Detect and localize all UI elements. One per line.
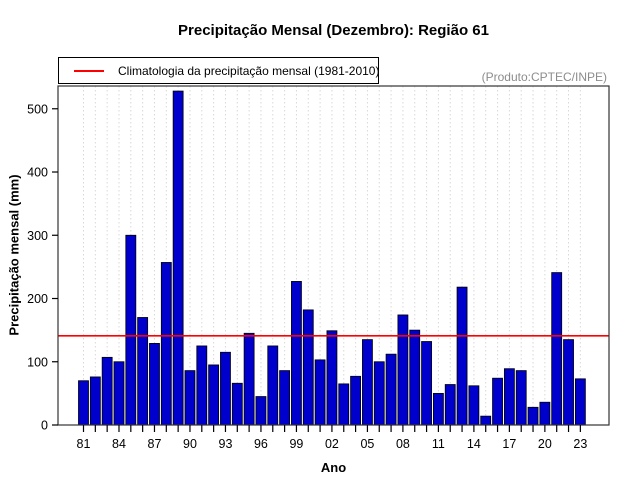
bar-2017	[503, 368, 515, 426]
x-tick-label: 96	[254, 437, 268, 451]
y-tick-label: 500	[27, 102, 48, 116]
bar-1987	[149, 343, 160, 426]
bar-2008	[397, 314, 409, 426]
bar-2011	[432, 392, 444, 426]
bar-2021	[551, 272, 563, 426]
bar-2010	[421, 341, 432, 426]
x-tick-label: 93	[219, 437, 233, 451]
bar-2000	[302, 309, 314, 426]
bar-2014	[468, 385, 480, 426]
x-tick-label: 11	[432, 437, 445, 451]
bar-1991	[196, 345, 208, 426]
bar-2022	[563, 339, 574, 426]
bar-1992	[208, 364, 220, 426]
bar-2004	[350, 375, 361, 426]
y-tick-label: 100	[27, 355, 48, 369]
bar-2019	[527, 406, 539, 426]
x-tick-label: 23	[573, 437, 587, 451]
x-tick-label: 02	[325, 437, 339, 451]
bar-1995	[243, 332, 255, 426]
bar-1990	[184, 370, 196, 426]
bar-1993	[220, 351, 231, 426]
bar-2012	[444, 384, 456, 426]
climatology-line-sample	[74, 69, 104, 72]
bar-1988	[160, 262, 172, 426]
bar-1989	[172, 90, 184, 426]
y-tick-label: 200	[27, 292, 48, 306]
y-tick-label: 400	[27, 166, 48, 180]
x-tick-label: 14	[467, 437, 481, 451]
bar-2003	[338, 383, 350, 426]
x-tick-label: 81	[77, 437, 91, 451]
bar-2005	[362, 339, 373, 426]
bar-1986	[137, 317, 149, 426]
x-tick-label: 87	[148, 437, 162, 451]
bar-2007	[385, 353, 397, 426]
bar-2018	[515, 370, 527, 426]
bar-2001	[314, 359, 326, 426]
legend-box: Climatologia da precipitação mensal (198…	[58, 57, 379, 84]
bar-1998	[279, 370, 291, 426]
bar-1994	[231, 382, 243, 426]
bar-1999	[291, 281, 302, 426]
bar-2009	[409, 329, 421, 426]
bar-2020	[539, 401, 551, 426]
bar-1985	[125, 234, 137, 426]
bar-2006	[373, 361, 385, 426]
bar-2016	[492, 377, 503, 426]
y-tick-label: 300	[27, 229, 48, 243]
bar-1996	[255, 396, 267, 426]
x-tick-label: 99	[289, 437, 303, 451]
x-axis-title: Ano	[320, 460, 347, 475]
x-tick-label: 05	[360, 437, 374, 451]
chart-title: Precipitação Mensal (Dezembro): Região 6…	[178, 22, 489, 39]
x-tick-label: 17	[502, 437, 516, 451]
x-tick-label: 20	[538, 437, 552, 451]
bar-2015	[480, 415, 492, 426]
x-tick-label: 84	[112, 437, 126, 451]
producer-watermark: (Produto:CPTEC/INPE)	[481, 70, 607, 84]
plot-border	[57, 85, 610, 426]
bar-2023	[574, 378, 586, 426]
bar-1981	[78, 380, 89, 426]
legend-label: Climatologia da precipitação mensal (198…	[118, 63, 380, 78]
bar-1997	[267, 345, 279, 426]
y-tick-label: 0	[41, 419, 48, 433]
bar-1983	[101, 356, 113, 426]
x-tick-label: 08	[396, 437, 410, 451]
bar-2013	[456, 286, 468, 426]
bar-1982	[89, 376, 101, 426]
bar-2002	[326, 330, 338, 426]
bar-1984	[113, 361, 125, 426]
x-tick-label: 90	[183, 437, 197, 451]
